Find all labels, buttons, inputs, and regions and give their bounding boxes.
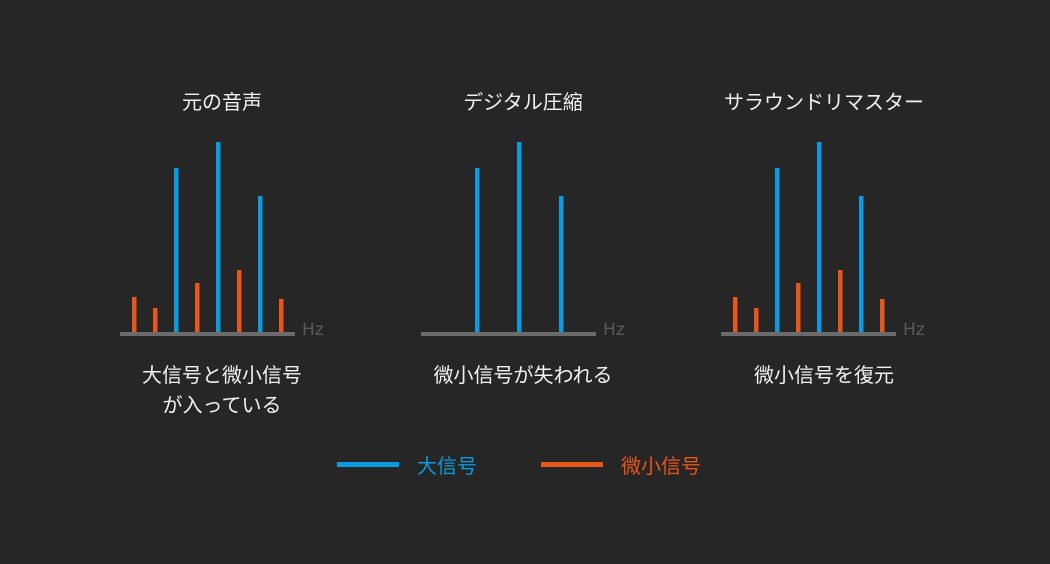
small-signal-bar xyxy=(880,299,885,332)
panel-caption-original: 大信号と微小信号 が入っている xyxy=(72,360,372,420)
panel-caption-remaster: 微小信号を復元 xyxy=(674,360,974,390)
legend-label-small: 微小信号 xyxy=(621,454,701,478)
legend-swatch-small xyxy=(541,462,603,467)
legend-item-small: 微小信号 xyxy=(541,450,701,479)
legend-item-large: 大信号 xyxy=(337,450,477,479)
axis-unit-label: Hz xyxy=(302,320,324,340)
panel-caption-compressed: 微小信号が失われる xyxy=(373,360,673,390)
axis-unit-label: Hz xyxy=(903,320,925,340)
caption-line: が入っている xyxy=(162,393,282,417)
panel-title-original: 元の音声 xyxy=(182,90,262,114)
large-signal-bar xyxy=(174,168,179,332)
small-signal-bar xyxy=(754,308,759,332)
large-signal-bar xyxy=(817,142,822,332)
small-signal-bar xyxy=(132,297,137,332)
small-signal-bar xyxy=(279,299,284,332)
large-signal-bar xyxy=(859,196,864,332)
frequency-axis xyxy=(421,332,596,336)
large-signal-bar xyxy=(475,168,480,332)
legend-swatch-large xyxy=(337,462,399,467)
large-signal-bar xyxy=(258,196,263,332)
large-signal-bar xyxy=(775,168,780,332)
large-signal-bar xyxy=(517,142,522,332)
small-signal-bar xyxy=(153,308,158,332)
small-signal-bar xyxy=(796,283,801,332)
caption-line: 微小信号を復元 xyxy=(754,363,894,387)
small-signal-bar xyxy=(838,270,843,332)
small-signal-bar xyxy=(237,270,242,332)
small-signal-bar xyxy=(195,283,200,332)
frequency-axis xyxy=(120,332,295,336)
axis-unit-label: Hz xyxy=(603,320,625,340)
panel-title-compressed: デジタル圧縮 xyxy=(463,90,583,114)
frequency-axis xyxy=(721,332,896,336)
large-signal-bar xyxy=(559,196,564,332)
large-signal-bar xyxy=(216,142,221,332)
caption-line: 微小信号が失われる xyxy=(433,363,613,387)
small-signal-bar xyxy=(733,297,738,332)
caption-line: 大信号と微小信号 xyxy=(142,363,302,387)
panel-title-remaster: サラウンドリマスター xyxy=(724,90,924,114)
legend-label-large: 大信号 xyxy=(417,454,477,478)
